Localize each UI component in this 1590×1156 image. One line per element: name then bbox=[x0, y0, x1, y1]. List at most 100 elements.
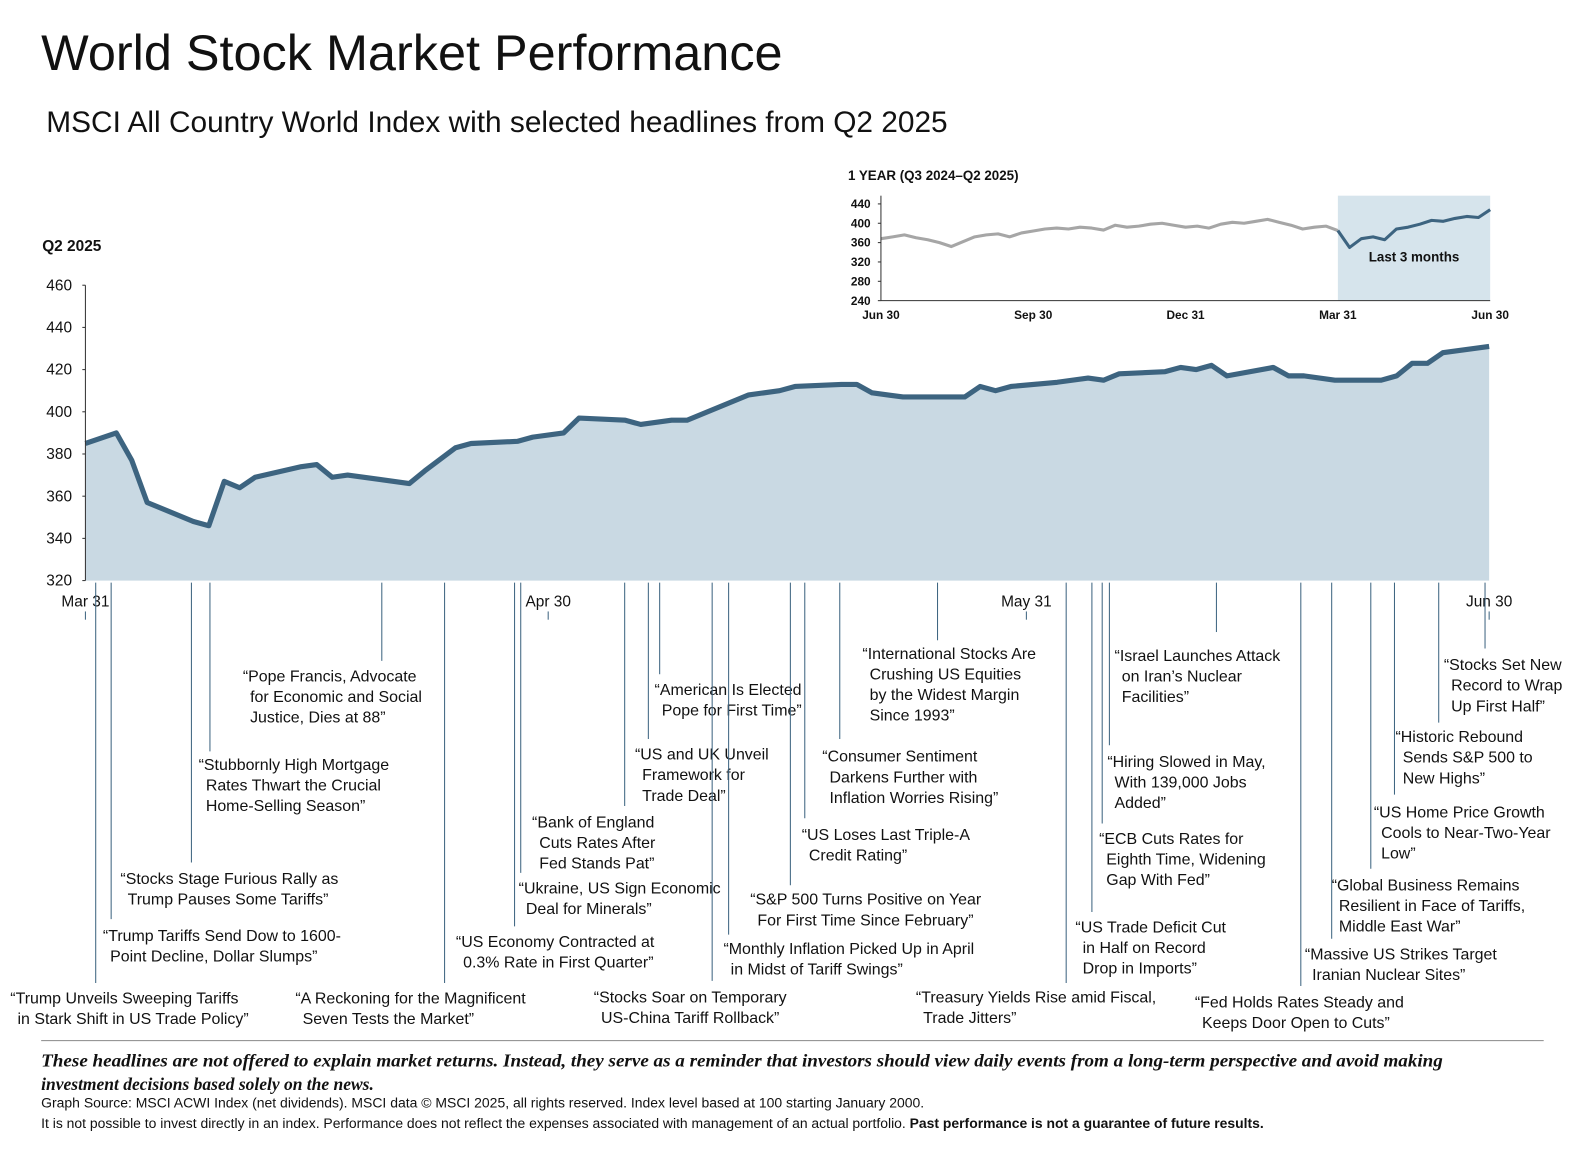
headline: Inflation Worries Rising” bbox=[829, 790, 998, 807]
headline: “Pope Francis, Advocate bbox=[243, 668, 417, 685]
headline: “Global Business Remains bbox=[1332, 877, 1520, 894]
inset-y-tick-label: 440 bbox=[851, 197, 871, 211]
headline: Cuts Rates After bbox=[539, 835, 656, 852]
index-line bbox=[84, 343, 1490, 529]
inset-chart: Last 3 months 240 280 320 360 400 440 Jun 30 Sep… bbox=[851, 195, 1509, 322]
y-tick-label: 360 bbox=[46, 488, 72, 505]
inset-y-tick-label: 280 bbox=[851, 274, 871, 288]
headline: Record to Wrap bbox=[1451, 678, 1562, 695]
headline: “Monthly Inflation Picked Up in April bbox=[723, 941, 974, 958]
headline: “Ukraine, US Sign Economic bbox=[519, 880, 721, 897]
note-bold: Past performance is not a guarantee of f… bbox=[910, 1116, 1264, 1131]
headline: Keeps Door Open to Cuts” bbox=[1202, 1015, 1390, 1032]
y-tick-label: 340 bbox=[46, 531, 72, 548]
headline: Since 1993” bbox=[870, 708, 955, 725]
headline: Justice, Dies at 88” bbox=[250, 710, 386, 727]
headline: “Israel Launches Attack bbox=[1115, 648, 1281, 665]
main-chart: 320 340 360 380 400 420 440 460 Mar 31 Apr 30 May … bbox=[10, 277, 1562, 1032]
inset-x-tick-label: Mar 31 bbox=[1319, 308, 1357, 322]
headline: Credit Rating” bbox=[809, 847, 907, 864]
inset-x-tick-label: Dec 31 bbox=[1166, 308, 1205, 322]
headline: Seven Tests the Market” bbox=[303, 1011, 475, 1028]
headline: Home-Selling Season” bbox=[206, 798, 365, 815]
headline: With 139,000 Jobs bbox=[1115, 774, 1247, 791]
x-tick-label: Mar 31 bbox=[61, 593, 109, 610]
inset-line bbox=[880, 217, 1339, 249]
headline: “US Loses Last Triple-A bbox=[802, 827, 971, 844]
headline: “Stubbornly High Mortgage bbox=[199, 757, 390, 774]
headline: Framework for bbox=[642, 767, 745, 784]
headline: “US Trade Deficit Cut bbox=[1075, 920, 1226, 937]
headline: “Treasury Yields Rise amid Fiscal, bbox=[916, 990, 1156, 1007]
x-tick-label: Jun 30 bbox=[1466, 593, 1512, 610]
headline: “US Home Price Growth bbox=[1374, 804, 1545, 821]
y-tick-label: 380 bbox=[46, 446, 72, 463]
y-tick-label: 400 bbox=[46, 404, 72, 421]
headline: in Midst of Tariff Swings” bbox=[731, 962, 903, 979]
headline: Fed Stands Pat” bbox=[539, 856, 654, 873]
y-tick-label: 320 bbox=[46, 573, 72, 590]
headline: Eighth Time, Widening bbox=[1106, 852, 1265, 869]
headline: Drop in Imports” bbox=[1083, 961, 1197, 978]
headline: Trump Pauses Some Tariffs” bbox=[128, 892, 329, 909]
x-tick-label: Apr 30 bbox=[525, 593, 570, 610]
area-fill bbox=[85, 346, 1490, 581]
headline: Added” bbox=[1115, 795, 1166, 812]
headline: Up First Half” bbox=[1451, 698, 1545, 715]
headline: Pope for First Time” bbox=[662, 702, 802, 719]
headline: in Half on Record bbox=[1083, 940, 1206, 957]
headline: Middle East War” bbox=[1339, 919, 1461, 936]
headline: Gap With Fed” bbox=[1106, 872, 1210, 889]
title: World Stock Market Performance bbox=[41, 24, 782, 81]
headline: on Iran’s Nuclear bbox=[1122, 668, 1243, 685]
inset-x-tick-label: Jun 30 bbox=[1471, 308, 1509, 322]
headline: “Stocks Soar on Temporary bbox=[594, 990, 787, 1007]
y-tick-label: 440 bbox=[46, 320, 72, 337]
headline: Point Decline, Dollar Slumps” bbox=[110, 948, 317, 965]
headline: “ECB Cuts Rates for bbox=[1099, 831, 1244, 848]
headline: US-China Tariff Rollback” bbox=[601, 1010, 779, 1027]
headline: Iranian Nuclear Sites” bbox=[1312, 967, 1465, 984]
disclaimer: These headlines are not offered to expla… bbox=[41, 1050, 1443, 1070]
headline: “Fed Holds Rates Steady and bbox=[1195, 995, 1404, 1012]
headline: “Bank of England bbox=[532, 815, 654, 832]
headline: “S&P 500 Turns Positive on Year bbox=[750, 892, 982, 909]
headline: Darkens Further with bbox=[829, 769, 977, 786]
headline: in Stark Shift in US Trade Policy” bbox=[17, 1011, 248, 1028]
inset-title: 1 YEAR (Q3 2024–Q2 2025) bbox=[848, 168, 1019, 183]
headline: Sends S&P 500 to bbox=[1403, 750, 1533, 767]
inset-x-tick-label: Jun 30 bbox=[862, 308, 900, 322]
headline: “Trump Unveils Sweeping Tariffs bbox=[10, 991, 238, 1008]
subtitle: MSCI All Country World Index with select… bbox=[46, 106, 947, 139]
inset-x-tick-label: Sep 30 bbox=[1014, 308, 1053, 322]
headline: “American Is Elected bbox=[655, 682, 802, 699]
headline: “Trump Tariffs Send Dow to 1600- bbox=[103, 928, 341, 945]
inset-y-tick-label: 240 bbox=[851, 294, 871, 308]
headline: Cools to Near-Two-Year bbox=[1381, 825, 1551, 842]
headline: New Highs” bbox=[1403, 770, 1485, 787]
headline: “US Economy Contracted at bbox=[456, 934, 655, 951]
headline: Trade Deal” bbox=[642, 788, 726, 805]
inset-line bbox=[1336, 208, 1492, 249]
headline: “Stocks Set New bbox=[1444, 657, 1562, 674]
headline: “Consumer Sentiment bbox=[822, 749, 978, 766]
headline: Crushing US Equities bbox=[870, 666, 1022, 683]
headline: “US and UK Unveil bbox=[635, 747, 769, 764]
headline: “Massive US Strikes Target bbox=[1305, 946, 1497, 963]
headline: “Hiring Slowed in May, bbox=[1107, 754, 1265, 771]
note: It is not possible to invest directly in… bbox=[41, 1116, 1264, 1131]
headline: by the Widest Margin bbox=[870, 687, 1020, 704]
headline: “A Reckoning for the Magnificent bbox=[295, 991, 526, 1008]
headline: Facilities” bbox=[1122, 689, 1189, 706]
headline: For First Time Since February” bbox=[757, 912, 973, 929]
highlight-band bbox=[1337, 195, 1491, 301]
headline: for Economic and Social bbox=[250, 689, 422, 706]
highlight-label: Last 3 months bbox=[1369, 250, 1460, 265]
headline: Rates Thwart the Crucial bbox=[206, 778, 381, 795]
headline: Low” bbox=[1381, 845, 1416, 862]
y-axis-label: Q2 2025 bbox=[42, 238, 102, 255]
headline: Trade Jitters” bbox=[923, 1010, 1016, 1027]
y-tick-label: 420 bbox=[46, 362, 72, 379]
note-text: It is not possible to invest directly in… bbox=[41, 1116, 906, 1131]
